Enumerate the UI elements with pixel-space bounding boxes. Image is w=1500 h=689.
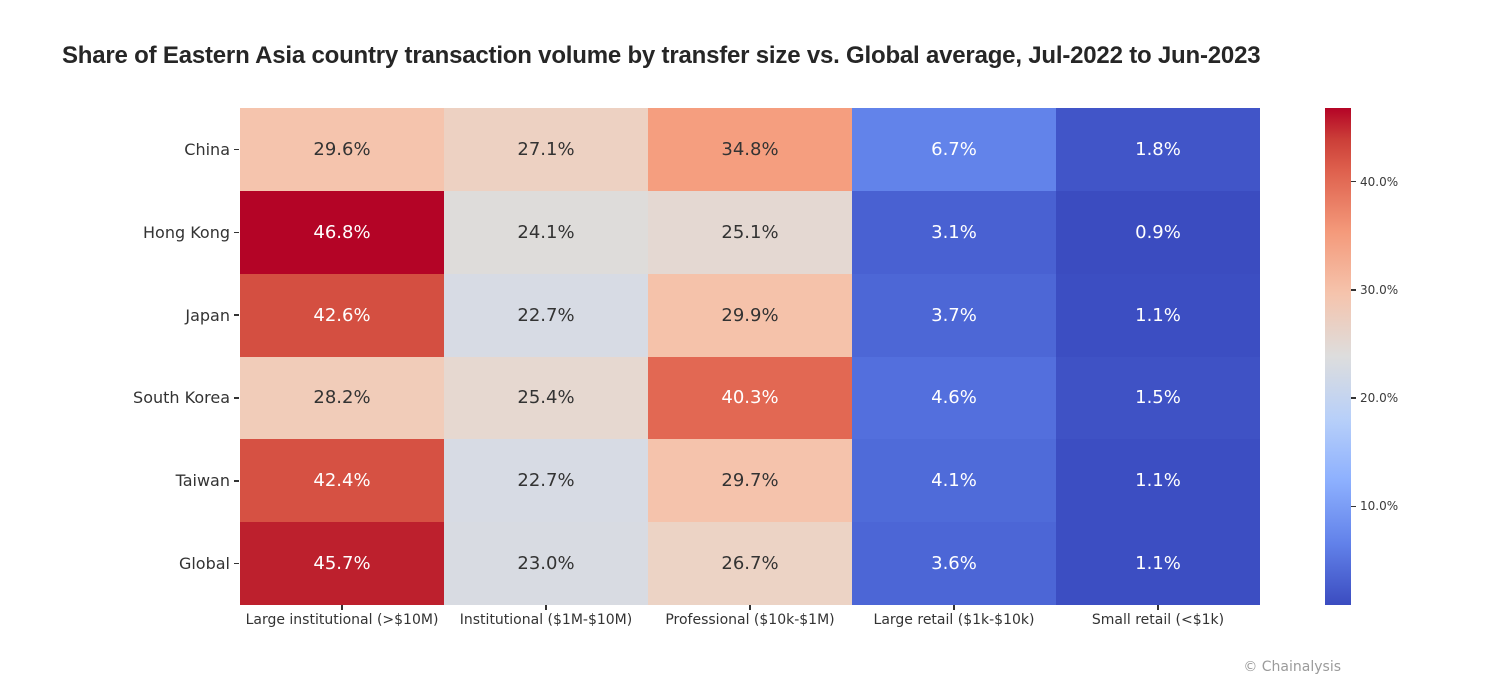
colorbar-tick-label: 10.0% bbox=[1360, 499, 1399, 514]
y-tick-mark bbox=[234, 148, 239, 151]
heatmap-cell: 42.4% bbox=[240, 439, 444, 523]
colorbar-tick-mark bbox=[1351, 397, 1356, 399]
heatmap-cell: 1.5% bbox=[1056, 356, 1260, 440]
column-label: Small retail (<$1k) bbox=[1091, 612, 1225, 628]
heatmap-cell: 3.7% bbox=[852, 273, 1056, 357]
heatmap-cell: 34.8% bbox=[648, 108, 852, 191]
colorbar-tick-mark bbox=[1351, 180, 1356, 183]
attribution-text: © Chainalysis bbox=[1243, 659, 1341, 675]
heatmap-cell: 3.1% bbox=[852, 190, 1056, 274]
heatmap-cell: 0.9% bbox=[1056, 190, 1260, 274]
heatmap-cell: 6.7% bbox=[852, 108, 1056, 191]
heatmap-cell: 3.6% bbox=[852, 522, 1056, 605]
heatmap-cell: 46.8% bbox=[240, 190, 444, 274]
heatmap-cell: 29.9% bbox=[648, 273, 852, 357]
heatmap-cell: 40.3% bbox=[648, 356, 852, 440]
heatmap-cell: 28.2% bbox=[240, 356, 444, 440]
colorbar-tick-mark bbox=[1351, 289, 1356, 291]
row-label: South Korea bbox=[133, 388, 230, 408]
column-label: Large institutional (>$10M) bbox=[245, 612, 439, 628]
y-tick-mark bbox=[234, 397, 239, 399]
heatmap-cell: 29.6% bbox=[240, 108, 444, 191]
chart-title: Share of Eastern Asia country transactio… bbox=[62, 42, 1261, 69]
colorbar-tick-label: 20.0% bbox=[1360, 391, 1399, 406]
row-label: Japan bbox=[185, 305, 230, 325]
heatmap-cell: 45.7% bbox=[240, 522, 444, 605]
heatmap-grid: 29.6% 27.1% 34.8% 6.7% 1.8% 46.8% 24.1% 25.1% 3.… bbox=[240, 108, 1260, 605]
heatmap-cell: 26.7% bbox=[648, 522, 852, 605]
heatmap-cell: 29.7% bbox=[648, 439, 852, 523]
heatmap-cell: 1.8% bbox=[1056, 108, 1260, 191]
colorbar-tick-label: 40.0% bbox=[1360, 174, 1399, 189]
y-tick-mark bbox=[234, 480, 239, 482]
y-tick-mark bbox=[234, 231, 239, 233]
x-tick-mark bbox=[341, 605, 343, 610]
heatmap-cell: 4.6% bbox=[852, 356, 1056, 440]
heatmap-cell: 1.1% bbox=[1056, 273, 1260, 357]
colorbar bbox=[1325, 108, 1351, 605]
colorbar-tick-mark bbox=[1351, 505, 1356, 508]
column-label: Professional ($10k-$1M) bbox=[665, 612, 835, 628]
x-tick-mark bbox=[545, 605, 547, 610]
x-tick-mark bbox=[749, 605, 751, 610]
heatmap-cell: 25.4% bbox=[444, 356, 648, 440]
row-label: China bbox=[184, 139, 230, 159]
x-tick-mark bbox=[953, 605, 955, 610]
y-tick-mark bbox=[234, 562, 239, 565]
y-tick-mark bbox=[234, 314, 239, 316]
heatmap-cell: 42.6% bbox=[240, 273, 444, 357]
heatmap-cell: 4.1% bbox=[852, 439, 1056, 523]
heatmap-cell: 27.1% bbox=[444, 108, 648, 191]
heatmap-cell: 1.1% bbox=[1056, 439, 1260, 523]
heatmap-cell: 25.1% bbox=[648, 190, 852, 274]
colorbar-tick-label: 30.0% bbox=[1360, 282, 1399, 297]
heatmap-cell: 24.1% bbox=[444, 190, 648, 274]
column-label: Large retail ($1k-$10k) bbox=[873, 612, 1035, 628]
heatmap-cell: 23.0% bbox=[444, 522, 648, 605]
row-label: Hong Kong bbox=[143, 222, 230, 242]
x-tick-mark bbox=[1157, 605, 1159, 610]
row-label: Global bbox=[178, 554, 230, 574]
row-label: Taiwan bbox=[175, 471, 230, 491]
column-label: Institutional ($1M-$10M) bbox=[459, 612, 633, 628]
heatmap-cell: 22.7% bbox=[444, 439, 648, 523]
heatmap-cell: 1.1% bbox=[1056, 522, 1260, 605]
heatmap-cell: 22.7% bbox=[444, 273, 648, 357]
